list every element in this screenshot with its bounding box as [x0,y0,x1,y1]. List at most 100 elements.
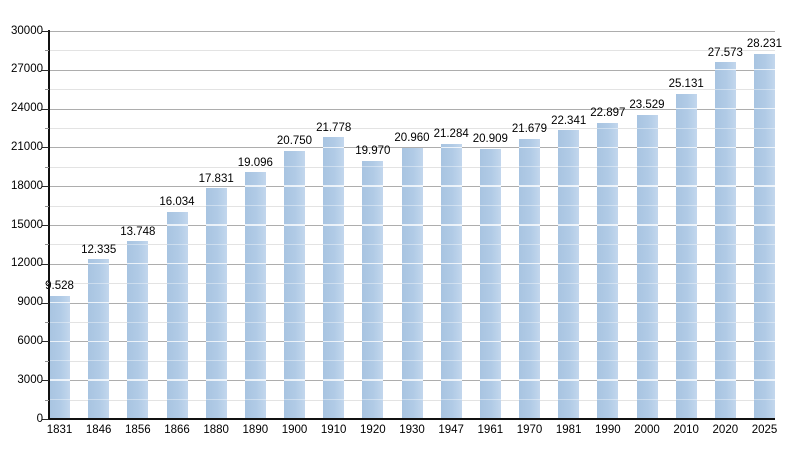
bar [714,62,736,419]
bar-gridline-overlay [49,340,70,342]
bar-gridline-overlay [323,399,345,401]
bar-value-label: 21.679 [511,123,548,136]
bar-value-label: 28.231 [746,38,783,51]
bar-gridline-overlay [88,340,110,342]
bar [519,138,540,419]
bar-gridline-overlay [362,224,384,226]
bar-gridline-overlay [284,262,305,265]
x-axis-label: 1947 [438,424,464,436]
y-tick-minor [45,399,49,401]
y-tick-major [42,263,49,265]
bar-gridline-overlay [127,399,149,401]
gridline-major [49,31,775,32]
bar-gridline-overlay [675,399,697,401]
bar-gridline-overlay [558,224,580,226]
x-axis-label: 2025 [751,424,778,436]
bar-gridline-overlay [127,379,149,381]
bar-gridline-overlay [284,399,305,401]
y-axis-label: 18000 [11,179,43,192]
bar-gridline-overlay [714,262,736,265]
bar-gridline-overlay [597,399,619,401]
y-tick-minor [45,50,49,52]
gridline-minor [49,128,775,129]
bar-gridline-overlay [401,166,423,168]
bar-gridline-overlay [714,205,736,207]
bar-gridline-overlay [323,262,345,265]
bar-gridline-overlay [49,379,70,381]
bar-gridline-overlay [49,399,70,401]
bar-gridline-overlay [714,107,736,110]
bar-gridline-overlay [636,282,658,284]
bar-gridline-overlay [754,107,775,110]
bar-gridline-overlay [519,301,540,304]
bar-gridline-overlay [714,243,736,245]
bar-gridline-overlay [244,224,266,226]
bar [479,148,501,419]
bar-gridline-overlay [597,205,619,207]
bar-gridline-overlay [597,127,619,129]
bar-gridline-overlay [519,321,540,323]
x-axis-label: 1970 [516,424,543,436]
x-axis-label: 1880 [203,424,229,436]
x-axis-label: 1961 [477,424,504,436]
bar-gridline-overlay [714,127,736,129]
bar-value-label: 22.341 [551,114,587,127]
bar-gridline-overlay [675,360,697,362]
bar-gridline-overlay [714,185,736,187]
bar-gridline-overlay [323,301,345,304]
y-axis-label: 24000 [11,102,43,115]
bar-gridline-overlay [323,282,345,284]
bar-gridline-overlay [323,185,345,187]
bar-gridline-overlay [479,166,501,168]
bar-gridline-overlay [636,262,658,265]
bar-gridline-overlay [440,379,462,381]
bar-gridline-overlay [754,185,775,187]
x-axis-label: 1890 [242,424,269,436]
bar-gridline-overlay [205,379,227,381]
bar-gridline-overlay [244,399,266,401]
bar-gridline-overlay [323,360,345,362]
bar-value-label: 19.096 [237,156,273,169]
bar-gridline-overlay [754,127,775,129]
bar-gridline-overlay [205,282,227,284]
bar-value-label: 20.750 [276,135,313,148]
bar-gridline-overlay [519,399,540,401]
bar-gridline-overlay [675,282,697,284]
bar-value-label: 19.970 [355,145,391,158]
bar-gridline-overlay [323,166,345,168]
bar-gridline-overlay [362,399,384,401]
bar-value-label: 9.528 [45,280,74,293]
bar-gridline-overlay [479,360,501,362]
bar-gridline-overlay [479,321,501,323]
y-tick-major [42,108,49,110]
bar-gridline-overlay [675,301,697,304]
bar-gridline-overlay [244,340,266,342]
y-axis-label: 9000 [17,296,43,309]
bar-gridline-overlay [166,340,188,342]
bar-gridline-overlay [401,243,423,245]
bar-gridline-overlay [714,146,736,148]
bar-gridline-overlay [284,360,305,362]
bar-gridline-overlay [558,185,580,187]
x-axis-label: 1866 [164,424,190,436]
bar-gridline-overlay [754,321,775,323]
bar-gridline-overlay [323,340,345,342]
bar-gridline-overlay [49,360,70,362]
bar-gridline-overlay [519,166,540,168]
bar-gridline-overlay [88,379,110,381]
bar-gridline-overlay [597,243,619,245]
bar [88,259,110,419]
bar-gridline-overlay [519,340,540,342]
bar-gridline-overlay [519,205,540,207]
bar-value-label: 20.909 [472,133,508,146]
bar-gridline-overlay [519,146,540,148]
bar-gridline-overlay [636,166,658,168]
bar-value-label: 21.284 [433,128,469,141]
y-tick-major [42,419,49,420]
y-tick-minor [45,360,49,362]
bar [401,147,423,419]
bar-gridline-overlay [362,360,384,362]
bar-gridline-overlay [244,321,266,323]
bar-gridline-overlay [597,301,619,304]
bar-gridline-overlay [558,399,580,401]
